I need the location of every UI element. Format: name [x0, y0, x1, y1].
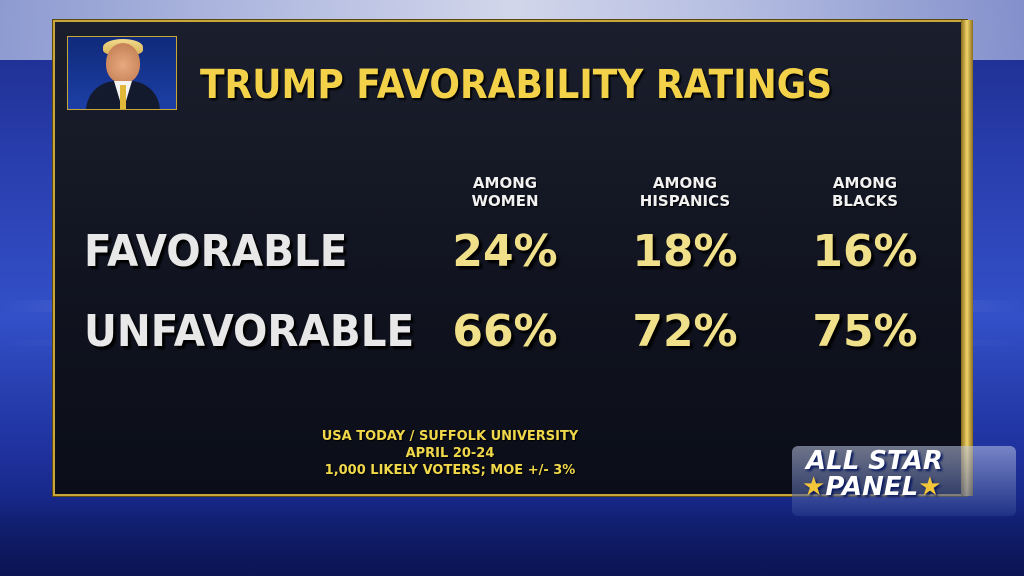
panel-gold-edge [961, 20, 973, 496]
value-favorable-hispanics: 18% [632, 226, 738, 277]
logo-line-1: ALL STAR [806, 446, 943, 476]
value-unfavorable-hispanics: 72% [632, 306, 738, 357]
column-header-women: AMONG WOMEN [471, 174, 539, 210]
graphic-panel [53, 20, 967, 496]
column-header-blacks: AMONG BLACKS [831, 174, 899, 210]
source-line-3: 1,000 LIKELY VOTERS; MOE +/- 3% [324, 463, 576, 478]
row-label-favorable: FAVORABLE [84, 226, 348, 277]
value-unfavorable-blacks: 75% [812, 306, 918, 357]
portrait-photo [67, 36, 177, 110]
source-line-1: USA TODAY / SUFFOLK UNIVERSITY [321, 429, 579, 444]
all-star-panel-logo: ALL STAR ★PANEL★ [792, 440, 1022, 520]
column-header-hispanics: AMONG HISPANICS [639, 174, 731, 210]
source-note: USA TODAY / SUFFOLK UNIVERSITY APRIL 20-… [300, 428, 600, 479]
source-line-2: APRIL 20-24 [405, 446, 495, 461]
logo-line-2: ★PANEL★ [802, 472, 942, 502]
value-favorable-women: 24% [452, 226, 558, 277]
graphic-title: TRUMP FAVORABILITY RATINGS [200, 62, 833, 108]
value-unfavorable-women: 66% [452, 306, 558, 357]
row-label-unfavorable: UNFAVORABLE [84, 306, 415, 357]
star-icon: ★ [802, 472, 826, 502]
star-icon: ★ [918, 472, 942, 502]
value-favorable-blacks: 16% [812, 226, 918, 277]
